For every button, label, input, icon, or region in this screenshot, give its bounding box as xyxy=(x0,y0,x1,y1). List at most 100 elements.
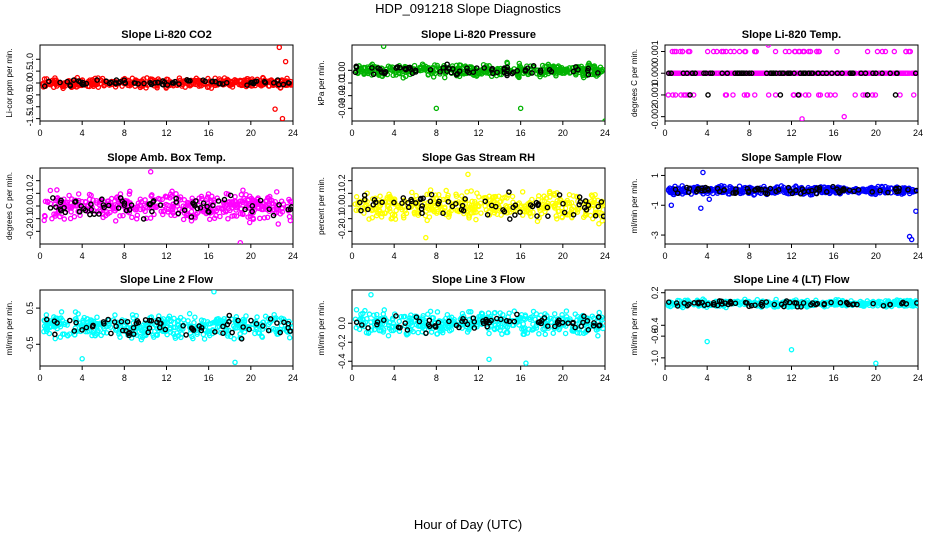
data-point-black xyxy=(428,191,435,198)
data-point-black xyxy=(223,79,230,86)
data-point-black xyxy=(585,65,592,72)
data-point xyxy=(446,324,452,331)
data-point xyxy=(237,198,244,204)
data-point-black xyxy=(99,196,105,203)
data-point-black xyxy=(572,324,579,331)
data-point xyxy=(453,193,460,199)
data-point xyxy=(477,70,484,76)
data-point-black xyxy=(58,207,64,214)
data-point xyxy=(551,191,558,197)
data-point-black xyxy=(224,321,231,328)
data-point xyxy=(570,203,577,210)
data-point xyxy=(107,324,114,330)
data-point xyxy=(672,92,679,98)
data-point xyxy=(541,198,547,204)
data-point xyxy=(589,193,596,199)
data-point xyxy=(41,217,47,224)
data-point xyxy=(860,186,867,192)
data-point-black xyxy=(175,210,182,217)
data-point xyxy=(192,314,198,320)
data-point-black xyxy=(710,299,717,306)
data-point-black xyxy=(595,70,601,76)
data-point xyxy=(273,189,280,195)
data-point xyxy=(718,183,725,189)
data-point xyxy=(400,75,406,81)
data-point xyxy=(87,317,94,323)
data-point-black xyxy=(681,300,688,306)
data-point xyxy=(596,220,602,227)
panel-5: Slope Gas Stream RH0 4 8 12 16 20 24-0.2-0.10.… xyxy=(317,152,610,261)
data-point-black xyxy=(470,69,477,75)
data-point xyxy=(172,333,178,340)
data-point xyxy=(834,48,840,55)
data-point xyxy=(791,48,798,55)
data-points xyxy=(352,171,605,241)
data-point xyxy=(196,195,202,201)
x-tick-label: 8 xyxy=(122,128,127,138)
data-point-black xyxy=(413,314,420,320)
data-point-black xyxy=(488,202,495,209)
data-point xyxy=(170,210,176,216)
data-point xyxy=(374,311,380,318)
data-point-black xyxy=(365,325,371,331)
data-point-black xyxy=(787,70,794,77)
data-point-black xyxy=(576,194,583,200)
data-point xyxy=(398,313,405,320)
y-tick-label: -0.001 xyxy=(650,82,660,108)
data-point-black xyxy=(260,323,266,329)
data-point-black xyxy=(814,185,820,192)
data-point xyxy=(245,196,252,203)
data-point xyxy=(278,322,285,329)
data-point xyxy=(180,216,187,223)
data-point-black xyxy=(814,300,821,307)
data-points xyxy=(41,169,293,244)
data-point-outlier xyxy=(147,169,154,175)
data-point-black xyxy=(742,299,749,306)
data-point xyxy=(396,318,403,325)
x-tick-label: 12 xyxy=(473,251,483,261)
data-point-black xyxy=(393,313,399,319)
data-point xyxy=(466,308,472,315)
data-point-black xyxy=(402,320,408,326)
x-tick-label: 12 xyxy=(161,251,171,261)
data-point-black xyxy=(893,70,900,77)
data-point-black xyxy=(407,66,414,72)
data-point-black xyxy=(685,189,692,196)
data-point-outlier xyxy=(873,360,879,366)
data-point-black xyxy=(839,70,845,77)
data-point-black xyxy=(538,320,544,327)
data-point xyxy=(130,315,136,321)
data-point-black xyxy=(440,210,446,217)
data-point-black xyxy=(82,207,89,214)
data-point xyxy=(425,72,431,78)
data-point-black xyxy=(53,204,59,210)
x-tick-label: 24 xyxy=(288,128,298,138)
data-point xyxy=(262,203,269,209)
data-point xyxy=(434,62,440,69)
data-point xyxy=(741,92,748,98)
y-tick-label: -0.5 xyxy=(25,87,35,103)
data-point xyxy=(139,334,146,341)
data-point xyxy=(506,310,512,316)
data-point xyxy=(167,329,174,335)
data-point-black xyxy=(128,202,135,208)
y-tick-label: -0.02 xyxy=(337,85,347,106)
data-point xyxy=(891,48,898,55)
x-tick-label: 12 xyxy=(473,373,483,383)
data-point-black xyxy=(419,210,425,217)
x-tick-label: 4 xyxy=(80,251,85,261)
data-point xyxy=(117,213,123,219)
data-point xyxy=(542,208,548,215)
data-point-black xyxy=(47,205,54,211)
data-point xyxy=(231,336,237,342)
data-point xyxy=(468,309,474,315)
data-point-black xyxy=(705,301,711,308)
data-points xyxy=(665,169,918,243)
data-point-black xyxy=(87,211,93,218)
data-point xyxy=(717,70,723,76)
data-point-outlier xyxy=(698,205,704,211)
data-point xyxy=(580,214,587,221)
x-tick-label: 20 xyxy=(871,251,881,261)
data-point-black xyxy=(41,83,48,89)
data-point-black xyxy=(101,204,107,211)
